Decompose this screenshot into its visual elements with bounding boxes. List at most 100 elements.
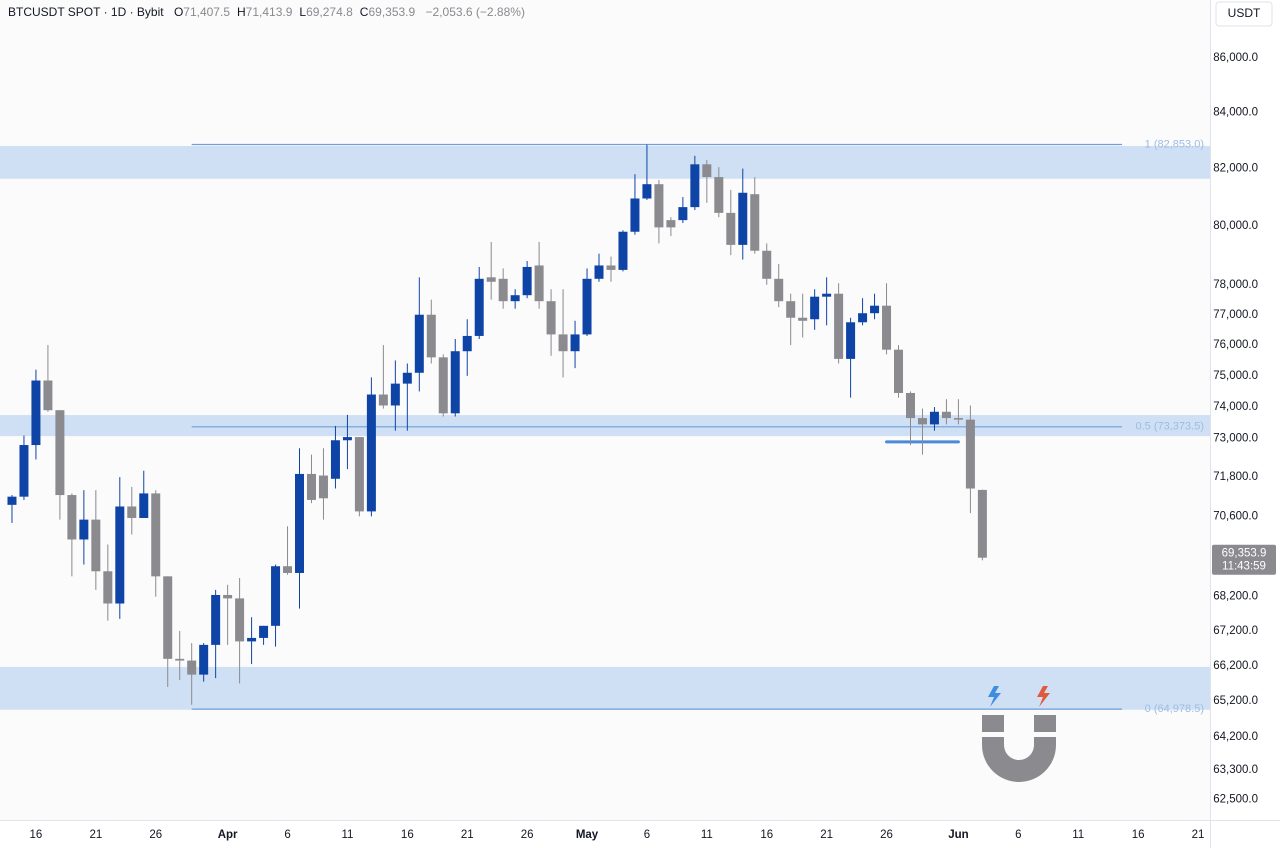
candle-body [235,598,245,642]
candle-body [211,594,221,645]
legend-header: BTCUSDT SPOT · 1D · Bybit O71,407.5 H71,4… [8,5,525,19]
candle-body [271,566,281,626]
candle-body [115,506,125,604]
candle-body [378,394,388,406]
y-tick-label: 76,000.0 [1213,339,1258,351]
candle-body [247,637,257,642]
y-tick-label: 80,000.0 [1213,220,1258,232]
candle-body [354,437,364,512]
candle-body [774,278,784,302]
candle-body [223,594,233,599]
candle-body [486,277,496,282]
candle-body [175,658,185,661]
axes-layer: 86,000.0 84,000.0 82,000.0 80,000.0 78,000.0… [30,52,1276,841]
candle-body [654,184,664,228]
candle-body [259,625,269,638]
currency-box[interactable] [1215,1,1273,27]
candle-body [342,437,352,441]
x-tick-label: 11 [341,829,353,841]
candle-body [834,293,844,359]
y-tick-label: 70,600.0 [1213,510,1258,522]
zone [0,666,1210,710]
candle-body [79,519,89,540]
candle-body [738,192,748,245]
candle-body [642,184,652,199]
candle-body [702,164,712,178]
candle-body [762,250,772,279]
candle-body [666,220,676,228]
candle-body [438,357,448,414]
y-tick-label: 65,200.0 [1213,695,1258,707]
candle-body [306,473,316,500]
candle-body [187,660,197,675]
zone [0,145,1210,179]
field-value: 71,413.9 [245,5,293,19]
bolt-icon [988,686,1001,707]
candle-body [570,334,580,352]
y-tick-label: 74,000.0 [1213,401,1258,413]
x-tick-label: 26 [880,829,893,841]
candle-body [450,351,460,414]
candle-body [750,194,760,251]
candle-body [953,418,963,420]
level-label: 1 (82,853.0) [1145,138,1204,150]
candle-body [714,177,724,213]
x-tick-label: 21 [1192,829,1205,841]
candle-body [402,372,412,384]
candle-body [7,496,17,505]
candle-body [462,335,472,352]
bolt-icon [1037,686,1050,707]
candle-body [917,418,927,425]
x-tick-label: 21 [820,829,833,841]
candle-body [330,440,340,479]
field-key: L [299,5,307,19]
level-label: 0 (64,978.5) [1145,703,1204,715]
candle-body [726,212,736,245]
magnet-gap [1032,732,1058,737]
y-tick-label: 77,000.0 [1213,309,1258,321]
candle-body [870,305,880,314]
candle-body [91,519,101,572]
candle-body [846,322,856,359]
x-tick-label: 21 [89,829,102,841]
candle-body [606,265,616,270]
candle-body [474,278,484,336]
x-tick-label: 16 [30,829,43,841]
zone [0,415,1210,437]
candle-body [295,473,305,573]
candle-body [965,419,975,489]
candle-body [582,278,592,335]
candle-body [19,445,29,497]
field-key: C [359,5,369,19]
price-tag-label: 69,353.9 [1222,548,1267,560]
candle-body [594,265,604,279]
y-tick-label: 62,500.0 [1213,793,1258,805]
candle-body [522,266,532,296]
candle-body [534,265,544,302]
price-tag [1212,544,1276,575]
candle-body [630,198,640,232]
candle-body [67,495,77,540]
candle-body [822,293,832,297]
field-value: 69,274.8 [306,5,353,19]
x-tick-label: May [576,829,599,841]
candle-body [905,392,915,419]
candle-body [786,301,796,318]
candle-body [858,313,868,323]
candle-body [127,506,137,518]
zones-layer [0,145,1210,710]
candle-body [426,314,436,358]
candle-body [318,475,328,499]
currency: USDT [1228,6,1261,20]
field-value: 69,353.9 [368,5,416,19]
candle-body [163,576,173,659]
candles-layer [7,144,987,705]
x-tick-label: 21 [461,829,474,841]
candle-body [810,296,820,320]
x-tick-label: 16 [1132,829,1145,841]
countdown: 11:43:59 [1222,561,1266,573]
candle-body [199,644,209,675]
candle-body [678,207,688,221]
candle-body [546,301,556,335]
